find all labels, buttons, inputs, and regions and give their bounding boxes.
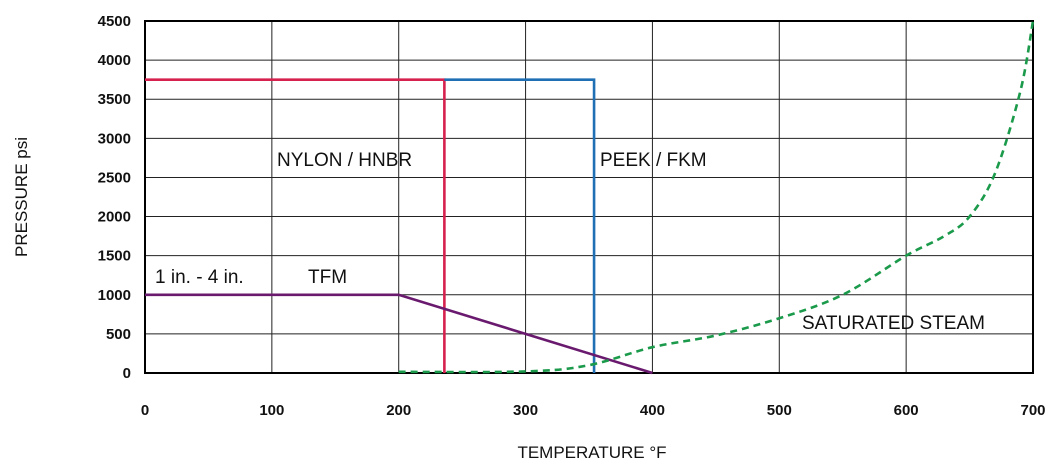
y-tick-label: 3000 bbox=[98, 130, 131, 147]
y-tick-label: 1000 bbox=[98, 287, 131, 304]
nylon-hnbr-label: NYLON / HNBR bbox=[277, 150, 412, 171]
size-range-label: 1 in. - 4 in. bbox=[155, 267, 244, 288]
tfm-label: TFM bbox=[308, 267, 347, 288]
x-tick-label: 200 bbox=[386, 402, 411, 419]
saturated-steam-label: SATURATED STEAM bbox=[802, 313, 985, 334]
x-tick-label: 400 bbox=[640, 402, 665, 419]
series-line-saturated-steam bbox=[398, 20, 1035, 374]
y-tick-label: 0 bbox=[123, 365, 131, 382]
series-line-tfm bbox=[145, 293, 653, 375]
x-tick-label: 100 bbox=[259, 402, 284, 419]
y-tick-label: 2500 bbox=[98, 169, 131, 186]
series-line-nylon-hnbr bbox=[145, 78, 446, 373]
x-tick-labels: 0 100 200 300 400 500 600 700 bbox=[141, 402, 1046, 419]
x-tick-label: 0 bbox=[141, 402, 149, 419]
y-tick-label: 4000 bbox=[98, 52, 131, 69]
x-tick-label: 600 bbox=[894, 402, 919, 419]
x-tick-label: 300 bbox=[513, 402, 538, 419]
y-tick-label: 3500 bbox=[98, 91, 131, 108]
series-line-peek-fkm bbox=[444, 78, 596, 373]
y-tick-label: 2000 bbox=[98, 209, 131, 226]
y-tick-label: 4500 bbox=[98, 13, 131, 30]
peek-fkm-label: PEEK / FKM bbox=[600, 150, 707, 171]
x-tick-label: 700 bbox=[1020, 402, 1045, 419]
y-axis-title: PRESSURE psi bbox=[12, 137, 31, 257]
x-axis-title: TEMPERATURE °F bbox=[517, 443, 666, 462]
series-layer bbox=[145, 20, 1035, 375]
y-tick-labels: 0 500 1000 1500 2000 2500 3000 3500 4000 4500 bbox=[98, 13, 131, 382]
y-tick-label: 1500 bbox=[98, 248, 131, 265]
x-tick-label: 500 bbox=[767, 402, 792, 419]
plot-frame bbox=[144, 20, 1034, 374]
y-tick-label: 500 bbox=[106, 326, 131, 343]
